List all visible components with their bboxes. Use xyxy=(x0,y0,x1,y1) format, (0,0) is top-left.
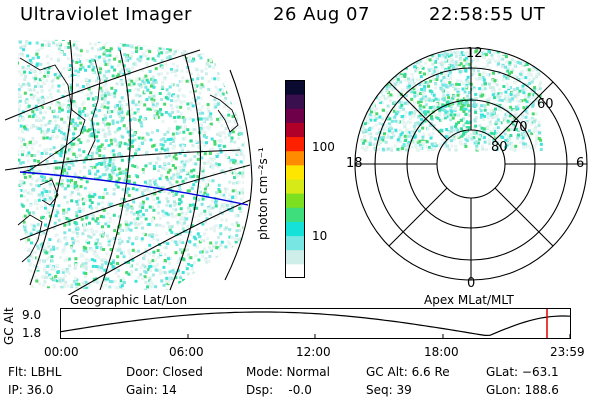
date-label: 26 Aug 07 xyxy=(273,4,370,25)
mode-info: Mode: Normal xyxy=(246,365,330,379)
mlat-label-60: 60 xyxy=(537,97,554,112)
alt-xtick-1200: 12:00 xyxy=(296,345,331,359)
apex-caption: Apex MLat/MLT xyxy=(424,293,514,307)
mlt-label-0: 0 xyxy=(467,276,476,291)
coastline-outline xyxy=(17,57,239,263)
uv-image-speckle xyxy=(18,39,245,290)
alt-ytick-1-8: 1.8 xyxy=(22,326,42,340)
colorbar-unit-label: photon cm⁻²s⁻¹ xyxy=(256,147,270,240)
alt-ytick-9: 9.0 xyxy=(22,308,42,322)
mlat-label-80: 80 xyxy=(491,140,508,155)
alt-xtick-0000: 00:00 xyxy=(44,345,79,359)
altitude-plot xyxy=(60,308,571,339)
colorbar-tick-100: 100 xyxy=(312,140,335,154)
alt-xtick-0600: 06:00 xyxy=(169,345,204,359)
geo-grid-lines xyxy=(4,39,253,295)
gcalt-info: GC Alt: 6.6 Re xyxy=(366,365,450,379)
alt-plot-ylabel: GC Alt xyxy=(2,307,16,345)
altitude-curve xyxy=(60,311,571,337)
dsp-info: Dsp: -0.0 xyxy=(246,383,312,397)
geographic-map-panel xyxy=(4,39,253,295)
flt-info: Flt: LBHL xyxy=(8,365,62,379)
mlat-label-70: 70 xyxy=(511,120,528,135)
glon-info: GLon: 188.6 xyxy=(486,383,559,397)
mlt-label-12: 12 xyxy=(466,46,483,61)
alt-xticks xyxy=(60,334,571,339)
polar-grid xyxy=(354,47,588,281)
orbit-track-line xyxy=(19,171,249,206)
ip-info: IP: 36.0 xyxy=(8,383,54,397)
colorbar xyxy=(285,80,305,279)
instrument-title: Ultraviolet Imager xyxy=(20,4,192,25)
mlt-label-18: 18 xyxy=(346,156,363,171)
glat-info: GLat: −63.1 xyxy=(486,365,559,379)
geographic-caption: Geographic Lat/Lon xyxy=(70,293,188,307)
alt-xtick-1800: 18:00 xyxy=(424,345,459,359)
seq-info: Seq: 39 xyxy=(366,383,412,397)
mlt-label-6: 6 xyxy=(576,156,585,171)
polar-plot-panel xyxy=(354,47,588,281)
door-info: Door: Closed xyxy=(126,365,203,379)
time-label: 22:58:55 UT xyxy=(429,4,546,25)
gain-info: Gain: 14 xyxy=(126,383,177,397)
colorbar-gradient xyxy=(285,80,305,279)
colorbar-tick-10: 10 xyxy=(312,229,328,243)
polar-uv-speckle xyxy=(360,49,543,152)
alt-xtick-2359: 23:59 xyxy=(550,345,585,359)
